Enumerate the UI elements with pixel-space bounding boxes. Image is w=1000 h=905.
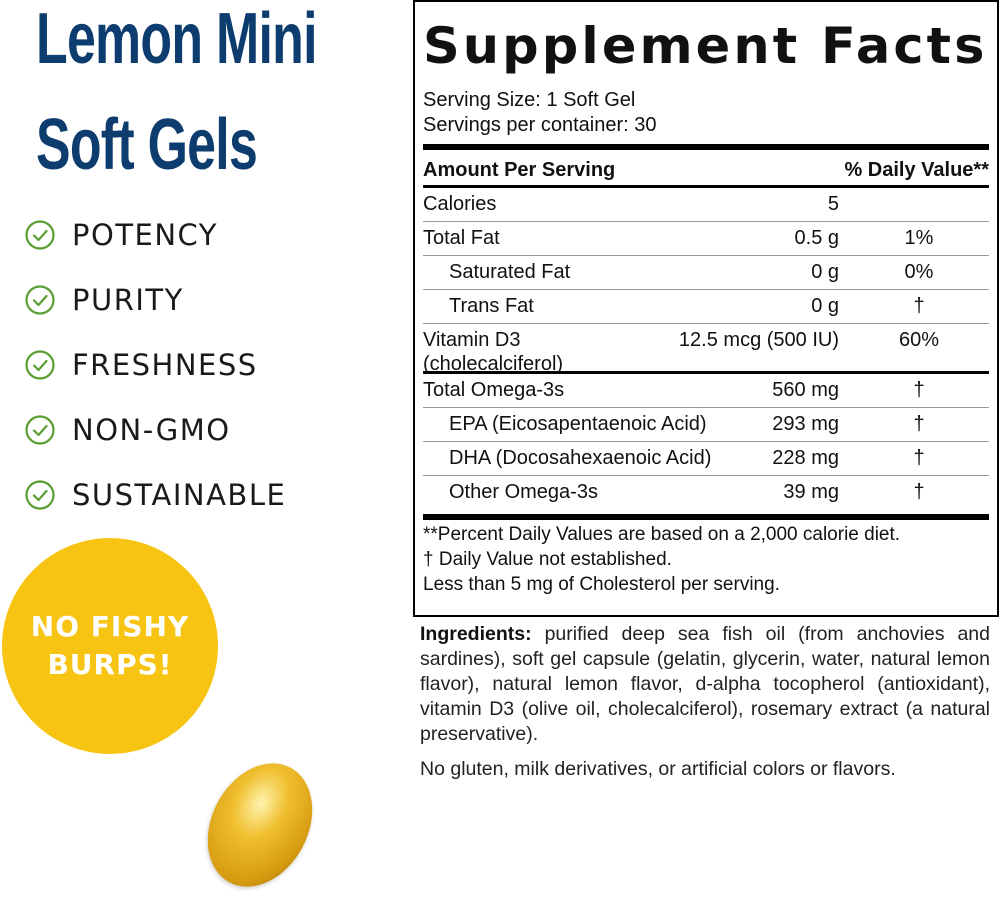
check-circle-icon [25, 480, 55, 510]
footnote: **Percent Daily Values are based on a 2,… [423, 524, 901, 545]
benefit-item: FRESHNESS [24, 348, 258, 382]
facts-row: Trans Fat 0 g † [423, 290, 989, 324]
nutrient-name: Other Omega-3s [449, 481, 598, 503]
nutrient-name: Calories [423, 193, 497, 215]
facts-row: Total Omega-3s 560 mg † [423, 374, 989, 408]
check-circle-icon [25, 350, 55, 380]
free-from-statement: No gluten, milk derivatives, or artifici… [420, 758, 896, 780]
nutrient-amount: 5 [827, 193, 839, 215]
check-circle-icon [25, 220, 55, 250]
supplement-facts-panel: Supplement Facts Serving Size: 1 Soft Ge… [413, 0, 999, 617]
benefit-label: POTENCY [72, 218, 218, 252]
nutrient-name: Total Fat [423, 227, 500, 249]
nutrient-name: EPA (Eicosapentaenoic Acid) [449, 413, 707, 435]
ingredients-text: purified deep sea fish oil (from anchovi… [420, 623, 990, 745]
nutrient-daily-value: † [913, 413, 925, 435]
facts-row: Other Omega-3s 39 mg † [423, 476, 989, 510]
benefit-label: FRESHNESS [72, 348, 258, 382]
check-circle-icon [25, 415, 55, 445]
no-fishy-burps-badge: NO FISHY BURPS! [2, 538, 218, 754]
nutrient-amount: 12.5 mcg (500 IU) [678, 329, 839, 351]
header-amount: Amount Per Serving [423, 159, 616, 181]
product-title-line2: Soft Gels [36, 105, 258, 185]
nutrient-daily-value: 1% [904, 227, 934, 249]
nutrient-amount: 0.5 g [794, 227, 839, 249]
benefit-item: SUSTAINABLE [24, 478, 286, 512]
footnote: † Daily Value not established. [423, 549, 672, 570]
nutrient-daily-value: † [913, 295, 925, 317]
thick-divider [423, 144, 989, 150]
facts-title: Supplement Facts [423, 17, 988, 75]
facts-header-row: Amount Per Serving % Daily Value** [423, 154, 989, 188]
facts-row: EPA (Eicosapentaenoic Acid) 293 mg † [423, 408, 989, 442]
nutrient-amount: 39 mg [783, 481, 839, 503]
benefit-item: POTENCY [24, 218, 218, 252]
check-circle-icon [25, 285, 55, 315]
soft-gel-image [187, 745, 333, 905]
nutrient-amount: 560 mg [772, 379, 839, 401]
nutrient-daily-value: 60% [898, 329, 940, 351]
nutrient-amount: 0 g [811, 295, 839, 317]
nutrient-name: Total Omega-3s [423, 379, 565, 401]
header-daily-value: % Daily Value** [844, 159, 989, 181]
badge-line2: BURPS! [47, 648, 173, 681]
ingredients: Ingredients: purified deep sea fish oil … [420, 622, 990, 747]
nutrient-name: Vitamin D3 (cholecalciferol) [423, 329, 564, 375]
nutrient-name: Saturated Fat [449, 261, 571, 283]
benefit-item: PURITY [24, 283, 184, 317]
nutrient-daily-value: 0% [904, 261, 934, 283]
benefit-label: NON-GMO [72, 413, 231, 447]
servings-per-container: Servings per container: 30 [423, 114, 657, 136]
benefit-label: PURITY [72, 283, 184, 317]
facts-row: DHA (Docosahexaenoic Acid) 228 mg † [423, 442, 989, 476]
nutrient-name: DHA (Docosahexaenoic Acid) [449, 447, 712, 469]
nutrient-daily-value: † [913, 447, 925, 469]
benefit-label: SUSTAINABLE [72, 478, 287, 512]
footnote: Less than 5 mg of Cholesterol per servin… [423, 574, 780, 595]
nutrient-daily-value: † [913, 481, 925, 503]
serving-size: Serving Size: 1 Soft Gel [423, 89, 636, 111]
facts-row: Total Fat 0.5 g 1% [423, 222, 989, 256]
badge-line1: NO FISHY [30, 610, 190, 643]
facts-row: Vitamin D3 (cholecalciferol) 12.5 mcg (500… [423, 324, 989, 375]
nutrient-name: Trans Fat [449, 295, 534, 317]
product-title-line1: Lemon Mini [36, 0, 318, 79]
facts-row: Saturated Fat 0 g 0% [423, 256, 989, 290]
ingredients-label: Ingredients: [420, 623, 532, 645]
nutrient-amount: 0 g [811, 261, 839, 283]
nutrient-amount: 228 mg [772, 447, 839, 469]
nutrient-amount: 293 mg [772, 413, 839, 435]
nutrient-daily-value: † [913, 379, 925, 401]
benefit-item: NON-GMO [24, 413, 231, 447]
facts-row: Calories 5 [423, 188, 989, 222]
thick-divider [423, 514, 989, 520]
